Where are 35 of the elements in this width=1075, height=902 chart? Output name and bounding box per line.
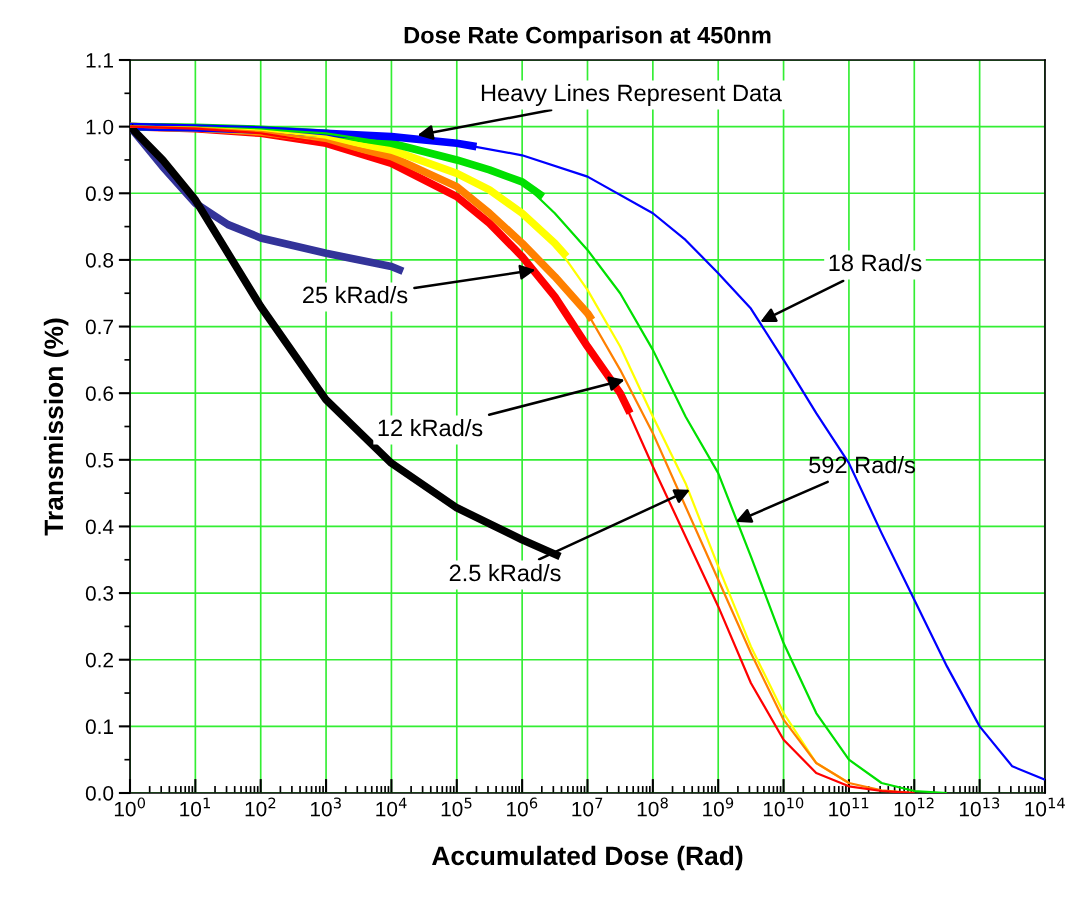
x-tick-label: 10$^{1}$	[180, 797, 210, 817]
y-tick-label: 0.9	[85, 186, 114, 202]
y-tick-label: 0.1	[85, 719, 114, 735]
x-tick-label: 10$^{4}$	[376, 797, 407, 817]
annotation: 2.5 kRad/s	[449, 563, 561, 582]
annotation: 18 Rad/s	[829, 254, 922, 272]
x-tick-label: 10$^{6}$	[507, 797, 538, 817]
y-tick-label: 0.6	[85, 386, 114, 401]
y-tick-label: 0.5	[85, 452, 114, 468]
x-tick-label: 10$^{11}$	[829, 797, 869, 817]
y-tick-label: 1.0	[86, 119, 114, 135]
y-axis-title: Transmission (%)	[43, 318, 69, 536]
x-axis-title: Accumulated Dose (Rad)	[432, 845, 743, 871]
y-tick-label: 0.4	[85, 519, 114, 535]
y-tick-label: 0.2	[85, 652, 113, 668]
annotation: 12 kRad/s	[378, 418, 483, 437]
x-tick-label: 10$^{10}$	[763, 797, 804, 817]
x-tick-label: 10$^{14}$	[1025, 797, 1065, 817]
x-tick-label: 10$^{9}$	[703, 797, 734, 817]
x-tick-label: 10$^{7}$	[572, 797, 603, 817]
annotation: Heavy Lines Represent Data	[481, 84, 782, 106]
y-tick-label: 0.0	[85, 786, 114, 801]
x-tick-label: 10$^{12}$	[894, 797, 934, 817]
y-tick-label: 0.3	[85, 586, 114, 601]
y-tick-label: 0.8	[85, 252, 114, 268]
chart-title: Dose Rate Comparison at 450nm	[404, 26, 771, 49]
y-tick-label: 0.7	[85, 319, 113, 335]
x-tick-label: 10$^{5}$	[441, 797, 472, 817]
x-tick-label: 10$^{3}$	[310, 797, 341, 817]
x-tick-label: 10$^{13}$	[959, 797, 1000, 817]
x-tick-label: 10$^{8}$	[637, 797, 668, 817]
annotation: 25 kRad/s	[303, 286, 408, 304]
x-tick-label: 10$^{2}$	[245, 797, 276, 817]
y-tick-label: 1.1	[86, 53, 114, 68]
x-tick-label: 10$^{0}$	[114, 797, 146, 817]
